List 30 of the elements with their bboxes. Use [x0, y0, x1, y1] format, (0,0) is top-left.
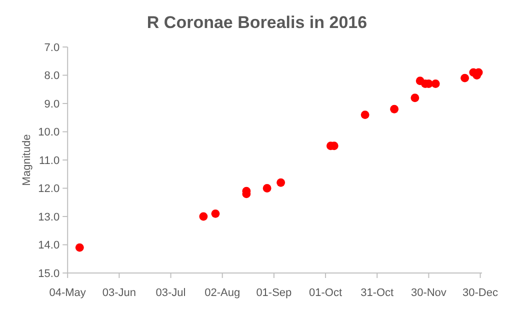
y-tick-label: 14.0: [38, 240, 60, 252]
point: [431, 80, 440, 88]
point: [360, 110, 370, 120]
x-tick-label: 30-Nov: [410, 287, 447, 299]
point: [75, 243, 84, 252]
point: [276, 178, 286, 187]
y-axis-title: Magnitude: [21, 134, 33, 186]
y-tick-label: 7.0: [44, 42, 60, 54]
y-tick-label: 11.0: [39, 154, 60, 167]
chart-title: R Coronae Borealis in 2016: [146, 13, 368, 32]
y-tick-label: 15.0: [38, 268, 60, 280]
y-tick-label: 9.0: [44, 98, 60, 110]
y-tick-label: 12.0: [38, 183, 60, 196]
y-tick-label: 13.0: [38, 211, 60, 224]
x-tick-label: 02-Aug: [204, 287, 240, 299]
y-tick-label: 8.0: [44, 70, 60, 82]
x-tick-label: 01-Oct: [309, 287, 342, 299]
point: [262, 184, 272, 192]
point: [199, 212, 208, 221]
x-tick-label: 30-Dec: [462, 287, 499, 299]
x-tick-label: 31-Oct: [360, 287, 394, 299]
x-tick-label: 04-May: [49, 287, 86, 299]
x-tick-label: 01-Sep: [256, 287, 292, 299]
point: [390, 104, 399, 114]
point: [410, 94, 420, 102]
point: [211, 209, 220, 218]
point: [460, 74, 470, 82]
x-tick-label: 03-Jun: [102, 287, 136, 299]
y-tick-label: 10.0: [38, 126, 60, 139]
x-tick-label: 03-Jul: [156, 287, 186, 299]
